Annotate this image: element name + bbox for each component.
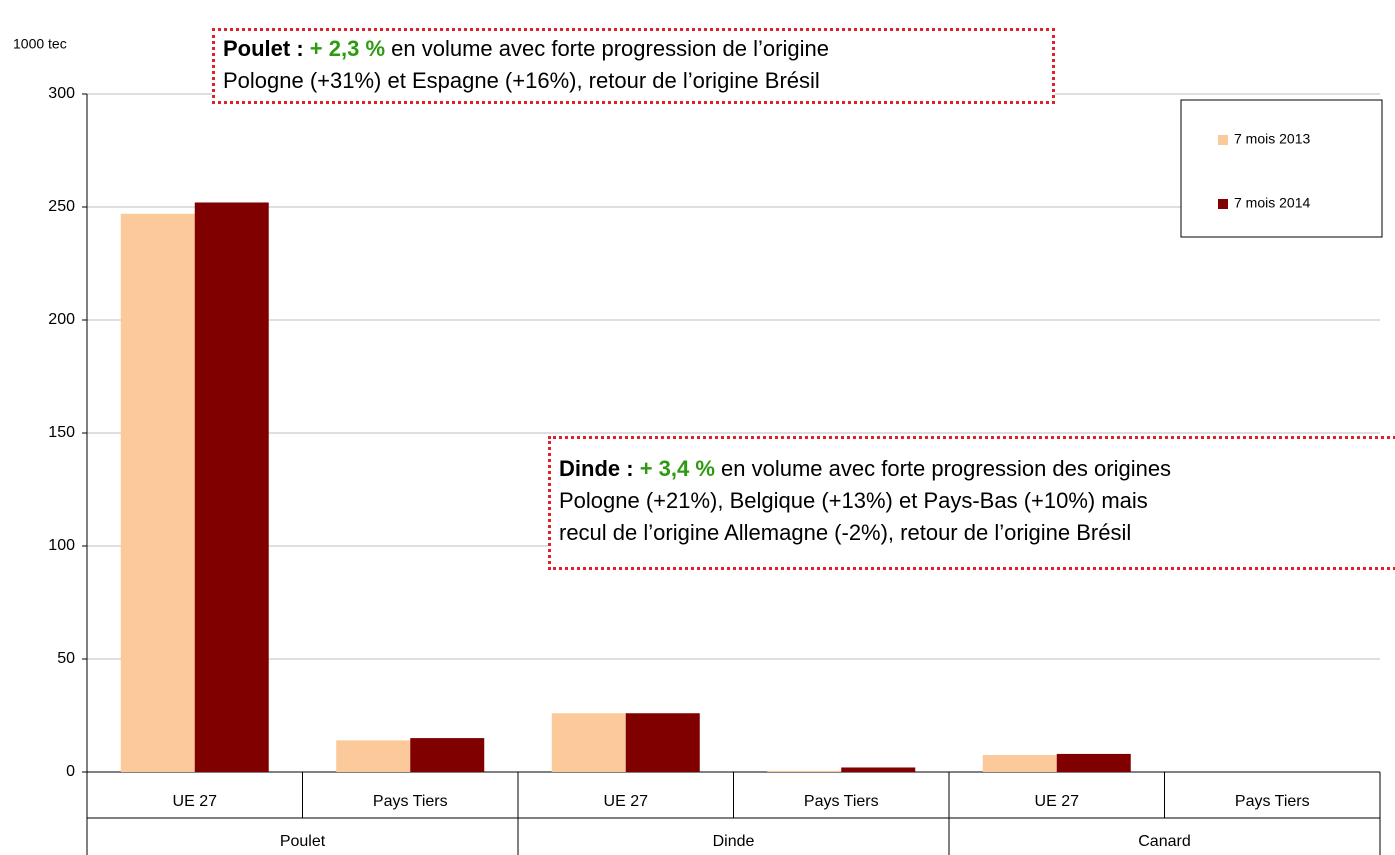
- y-tick-label: 0: [66, 763, 75, 780]
- group-label: Poulet: [280, 833, 326, 850]
- annotation: Dinde : + 3,4 % en volume avec forte pro…: [548, 436, 1395, 570]
- bar: [551, 713, 626, 772]
- legend-swatch: [1218, 135, 1228, 145]
- bar: [194, 202, 269, 773]
- y-tick-label: 200: [48, 311, 75, 328]
- legend-label: 7 mois 2013: [1234, 131, 1310, 147]
- x-tick-label: Pays Tiers: [373, 793, 448, 810]
- annotation-highlight: + 3,4 %: [639, 456, 715, 481]
- legend-box: [1180, 99, 1383, 238]
- y-tick-label: 150: [48, 424, 75, 441]
- bar: [336, 740, 411, 772]
- annotation-label: Poulet :: [223, 36, 304, 61]
- y-unit: 1000 tec: [13, 36, 67, 52]
- bar: [625, 713, 700, 772]
- bar: [120, 213, 195, 772]
- x-tick-label: Pays Tiers: [1235, 793, 1310, 810]
- x-tick-label: UE 27: [1035, 793, 1080, 810]
- annotation: Poulet : + 2,3 % en volume avec forte pr…: [212, 28, 1055, 104]
- x-tick-label: UE 27: [604, 793, 649, 810]
- bar: [841, 767, 916, 772]
- annotation-line: recul de l’origine Allemagne (-2%), reto…: [559, 520, 1132, 545]
- legend-label: 7 mois 2014: [1234, 195, 1310, 211]
- legend-swatch: [1218, 199, 1228, 209]
- y-tick-label: 100: [48, 537, 75, 554]
- bar: [767, 770, 842, 772]
- x-tick-label: Pays Tiers: [804, 793, 879, 810]
- annotation-highlight: + 2,3 %: [309, 36, 386, 61]
- y-tick-label: 50: [57, 650, 75, 667]
- annotation-line: en volume avec forte progression des ori…: [721, 456, 1172, 481]
- annotation-line: Pologne (+31%) et Espagne (+16%), retour…: [223, 68, 820, 93]
- group-label: Dinde: [713, 833, 755, 850]
- annotation-line: Pologne (+21%), Belgique (+13%) et Pays-…: [559, 488, 1148, 513]
- y-tick-label: 300: [48, 85, 75, 102]
- bar: [410, 738, 485, 772]
- y-tick-label: 250: [48, 198, 75, 215]
- annotation-label: Dinde :: [559, 456, 634, 481]
- bar: [1056, 753, 1131, 772]
- group-label: Canard: [1138, 833, 1190, 850]
- annotation-line: en volume avec forte progression de l’or…: [391, 36, 829, 61]
- bar: [982, 755, 1057, 772]
- x-tick-label: UE 27: [173, 793, 218, 810]
